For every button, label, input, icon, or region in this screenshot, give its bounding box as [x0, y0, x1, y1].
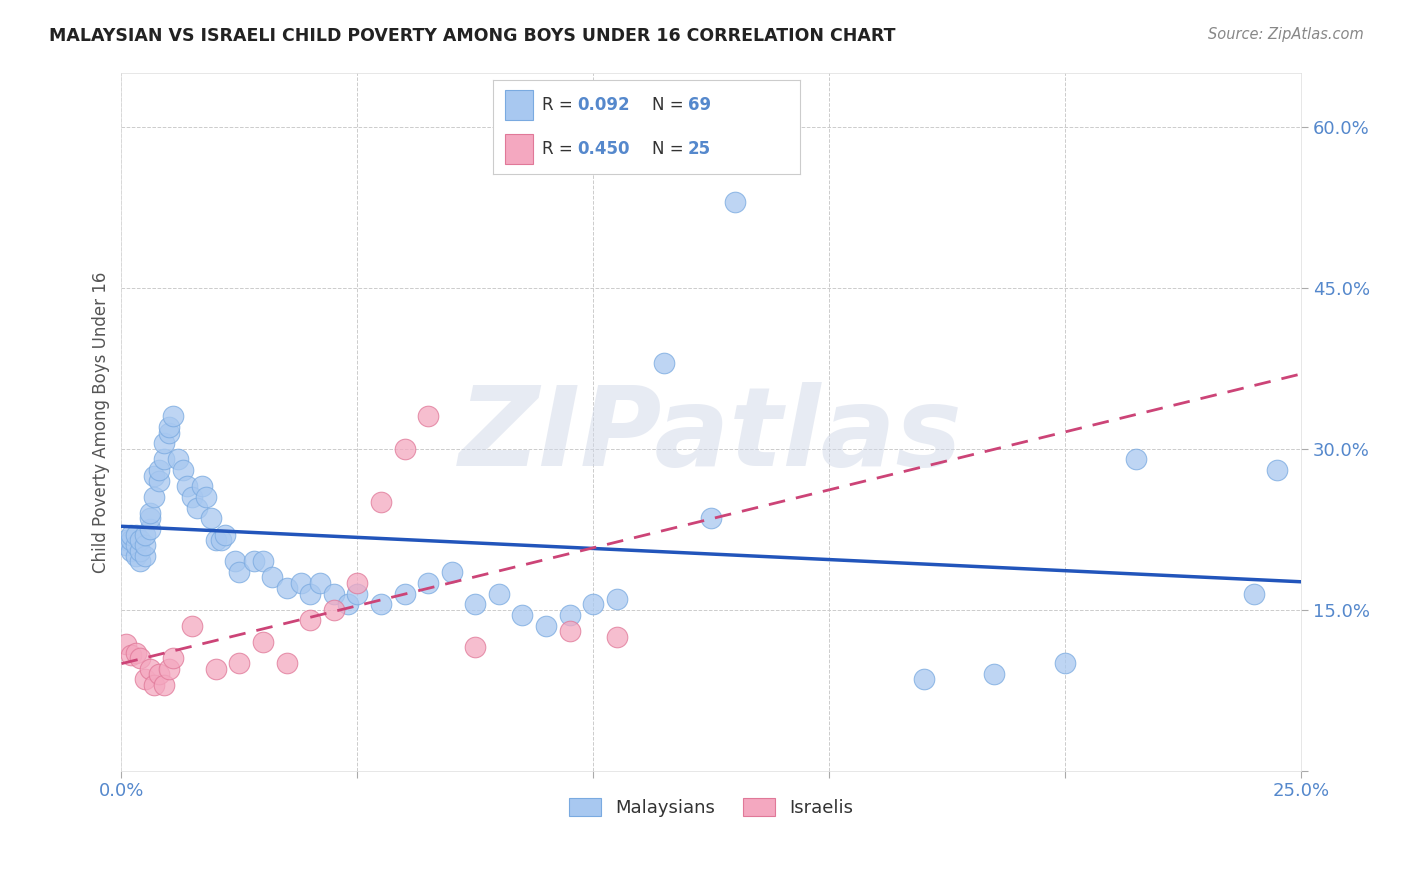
Point [134, 527, 156, 541]
Point [129, 543, 152, 558]
Point [262, 570, 284, 584]
Point [440, 565, 463, 579]
Point [162, 409, 184, 424]
Point [558, 608, 581, 623]
Point [724, 194, 747, 209]
Point [153, 678, 176, 692]
Point [1243, 586, 1265, 600]
Point [652, 356, 675, 370]
Point [153, 452, 176, 467]
Point [124, 527, 146, 541]
Point [276, 581, 298, 595]
Point [1125, 452, 1147, 467]
Point [162, 651, 184, 665]
Point [143, 468, 166, 483]
Point [120, 648, 142, 662]
Point [115, 637, 138, 651]
Point [322, 586, 344, 600]
Point [157, 420, 180, 434]
Point [606, 591, 628, 606]
Point [322, 602, 344, 616]
Point [299, 586, 322, 600]
Point [416, 575, 439, 590]
Text: MALAYSIAN VS ISRAELI CHILD POVERTY AMONG BOYS UNDER 16 CORRELATION CHART: MALAYSIAN VS ISRAELI CHILD POVERTY AMONG… [49, 27, 896, 45]
Point [242, 554, 264, 568]
Point [252, 635, 274, 649]
Point [190, 479, 212, 493]
Point [120, 533, 142, 547]
Point [1267, 463, 1289, 477]
Point [394, 586, 416, 600]
Point [464, 597, 486, 611]
Point [148, 474, 170, 488]
Point [186, 500, 208, 515]
Point [148, 463, 170, 477]
Point [912, 673, 935, 687]
Point [120, 543, 142, 558]
Point [129, 651, 152, 665]
Point [120, 527, 142, 541]
Point [464, 640, 486, 655]
Point [176, 479, 198, 493]
Point [200, 511, 222, 525]
Point [370, 495, 392, 509]
Point [134, 673, 156, 687]
Point [167, 452, 190, 467]
Point [209, 533, 232, 547]
Point [276, 657, 298, 671]
Point [124, 538, 146, 552]
Point [224, 554, 246, 568]
Point [124, 646, 146, 660]
Point [195, 490, 218, 504]
Point [172, 463, 194, 477]
Point [394, 442, 416, 456]
Point [512, 608, 534, 623]
Point [700, 511, 723, 525]
Point [228, 657, 250, 671]
Point [299, 614, 322, 628]
Point [346, 575, 368, 590]
Point [139, 511, 162, 525]
Point [534, 619, 557, 633]
Point [228, 565, 250, 579]
Point [157, 662, 180, 676]
Point [157, 425, 180, 440]
Point [153, 436, 176, 450]
Point [181, 619, 204, 633]
Point [139, 662, 162, 676]
Point [558, 624, 581, 639]
Point [204, 662, 226, 676]
Point [488, 586, 510, 600]
Point [115, 538, 138, 552]
Point [148, 667, 170, 681]
Point [181, 490, 204, 504]
Point [115, 533, 138, 547]
Point [308, 575, 330, 590]
Legend: Malaysians, Israelis: Malaysians, Israelis [561, 790, 860, 824]
Point [139, 506, 162, 520]
Point [252, 554, 274, 568]
Point [134, 538, 156, 552]
Point [346, 586, 368, 600]
Point [204, 533, 226, 547]
Point [143, 490, 166, 504]
Point [290, 575, 312, 590]
Point [143, 678, 166, 692]
Y-axis label: Child Poverty Among Boys Under 16: Child Poverty Among Boys Under 16 [93, 271, 110, 573]
Point [370, 597, 392, 611]
Point [1054, 657, 1077, 671]
Point [336, 597, 359, 611]
Point [129, 533, 152, 547]
Point [606, 630, 628, 644]
Text: Source: ZipAtlas.com: Source: ZipAtlas.com [1208, 27, 1364, 42]
Point [214, 527, 236, 541]
Point [983, 667, 1005, 681]
Point [134, 549, 156, 563]
Point [129, 554, 152, 568]
Text: ZIPatlas: ZIPatlas [460, 383, 963, 490]
Point [124, 549, 146, 563]
Point [416, 409, 439, 424]
Point [582, 597, 605, 611]
Point [139, 522, 162, 536]
